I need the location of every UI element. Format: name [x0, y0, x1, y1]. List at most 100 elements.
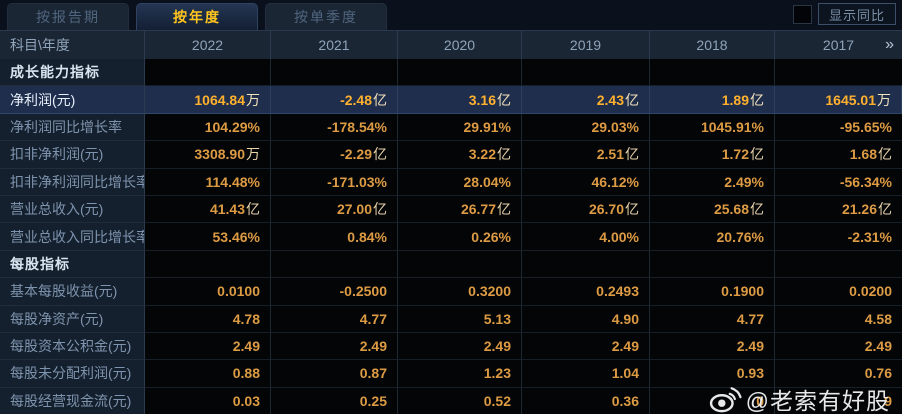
year-header-2022[interactable]: 2022: [145, 31, 271, 59]
row-label[interactable]: 每股净资产(元): [0, 305, 145, 333]
row-label[interactable]: 营业总收入(元): [0, 195, 145, 224]
value-cell: -2.29 亿: [271, 141, 398, 169]
value-cell: 26.70 亿: [522, 195, 650, 224]
row-label[interactable]: 基本每股收益(元): [0, 278, 145, 306]
cell-value: -0.2500: [339, 283, 387, 300]
cell-value: 4.00%: [599, 228, 639, 245]
value-cell: 1645.01 万: [775, 86, 902, 114]
cell-value: 0.87: [359, 365, 387, 382]
cell-unit: 亿: [878, 146, 892, 163]
cell-value: 0.03: [232, 392, 260, 409]
table-row: 每股资本公积金(元) 2.49 2.49 2.49 2.49 2.49 2.49: [0, 332, 902, 361]
cell-value: 0.0100: [217, 283, 260, 300]
cell-value: 1.72: [721, 146, 749, 163]
row-label[interactable]: 扣非净利润(元): [0, 141, 145, 169]
value-cell: 27.00 亿: [271, 195, 398, 224]
year-header-2017[interactable]: 2017 »: [775, 31, 902, 59]
table-row: 净利润(元) 1064.84 万 -2.48 亿 3.16 亿 2.43 亿 1.89 亿 1645.…: [0, 86, 902, 114]
cell-value: 2.49: [736, 338, 764, 355]
row-label[interactable]: 每股资本公积金(元): [0, 332, 145, 361]
cell-unit: 亿: [497, 146, 511, 163]
cell-unit: 亿: [750, 201, 764, 218]
tab-bar: 按报告期 按年度 按单季度 显示同比: [0, 0, 902, 30]
row-label[interactable]: 成长能力指标: [0, 59, 145, 87]
value-cell: 0: [650, 387, 775, 414]
cell-value: -95.65%: [839, 118, 892, 135]
value-cell: [650, 59, 775, 87]
more-years-icon[interactable]: »: [885, 36, 894, 53]
year-label: 2018: [696, 37, 728, 53]
tab-1-active[interactable]: 按年度: [136, 3, 258, 30]
cell-value: -171.03%: [327, 173, 387, 190]
value-cell: [775, 250, 902, 279]
section-row: 成长能力指标: [0, 59, 902, 87]
cell-value: 0.25: [359, 392, 387, 409]
cell-value: 0.93: [736, 365, 764, 382]
value-cell: -0.2500: [271, 278, 398, 306]
year-label: 2022: [191, 37, 224, 53]
row-label[interactable]: 每股指标: [0, 250, 145, 279]
value-cell: 29.03%: [522, 113, 650, 142]
row-label[interactable]: 扣非净利润同比增长率: [0, 168, 145, 196]
cell-value: 5.13: [483, 310, 511, 327]
value-cell: 1.23: [398, 360, 522, 388]
value-cell: [522, 59, 650, 87]
year-label: 2020: [443, 37, 476, 53]
cell-unit: 亿: [625, 146, 639, 163]
table-row: 基本每股收益(元) 0.0100 -0.2500 0.3200 0.2493 0.1900…: [0, 278, 902, 306]
cell-value: 21.26: [841, 201, 877, 218]
cell-value: 3308.90: [194, 146, 245, 163]
value-cell: 0.52: [398, 387, 522, 414]
value-cell: [398, 59, 522, 87]
cell-value: 0.0200: [849, 283, 892, 300]
row-label[interactable]: 每股未分配利润(元): [0, 360, 145, 388]
tab-2[interactable]: 按单季度: [265, 3, 387, 30]
value-cell: 2.49: [522, 332, 650, 361]
corner-header-cell: 科目\年度: [0, 31, 145, 59]
value-cell: 26.77 亿: [398, 195, 522, 224]
value-cell: 5.13: [398, 305, 522, 333]
cell-value: 26.77: [460, 201, 496, 218]
year-header-2021[interactable]: 2021: [271, 31, 398, 59]
cell-unit: 亿: [625, 201, 639, 218]
year-header-2019[interactable]: 2019: [522, 31, 650, 59]
value-cell: 4.58: [775, 305, 902, 333]
cell-value: 1045.91%: [700, 118, 764, 135]
value-cell: 0.87: [271, 360, 398, 388]
cell-value: 2.49: [611, 338, 639, 355]
cell-value: 29.03%: [591, 118, 639, 135]
tab-0[interactable]: 按报告期: [7, 3, 129, 30]
row-label[interactable]: 每股经营现金流(元): [0, 387, 145, 414]
year-header-2020[interactable]: 2020: [398, 31, 522, 59]
value-cell: 25.68 亿: [650, 195, 775, 224]
value-cell: 3.16 亿: [398, 86, 522, 114]
row-label[interactable]: 净利润(元): [0, 86, 145, 114]
value-cell: 0.25: [271, 387, 398, 414]
cell-value: -2.29: [340, 146, 372, 163]
row-label[interactable]: 营业总收入同比增长率: [0, 223, 145, 251]
cell-value: 2.43: [596, 91, 624, 108]
cell-value: 28.04%: [463, 173, 511, 190]
table-row: 扣非净利润(元) 3308.90 万 -2.29 亿 3.22 亿 2.51 亿 1.72 亿 1.6…: [0, 141, 902, 169]
year-header-2018[interactable]: 2018: [650, 31, 775, 59]
value-cell: 1.04: [522, 360, 650, 388]
value-cell: -56.34%: [775, 168, 902, 196]
value-cell: [522, 250, 650, 279]
cell-value: 26.70: [588, 201, 624, 218]
row-label[interactable]: 净利润同比增长率: [0, 113, 145, 142]
yoy-controls: 显示同比: [792, 3, 896, 25]
cell-unit: 亿: [373, 201, 387, 218]
cell-value: -2.31%: [847, 228, 892, 245]
cell-value: 1645.01: [825, 91, 876, 108]
show-yoy-label[interactable]: 显示同比: [817, 3, 896, 25]
cell-unit: 亿: [878, 201, 892, 218]
value-cell: 4.90: [522, 305, 650, 333]
show-yoy-checkbox[interactable]: [792, 4, 812, 24]
value-cell: -178.54%: [271, 113, 398, 142]
cell-value: 4.58: [864, 310, 892, 327]
cell-unit: 亿: [373, 146, 387, 163]
value-cell: 0.3200: [398, 278, 522, 306]
value-cell: 28.04%: [398, 168, 522, 196]
cell-value: 0.2493: [596, 283, 639, 300]
cell-unit: 亿: [246, 201, 260, 218]
